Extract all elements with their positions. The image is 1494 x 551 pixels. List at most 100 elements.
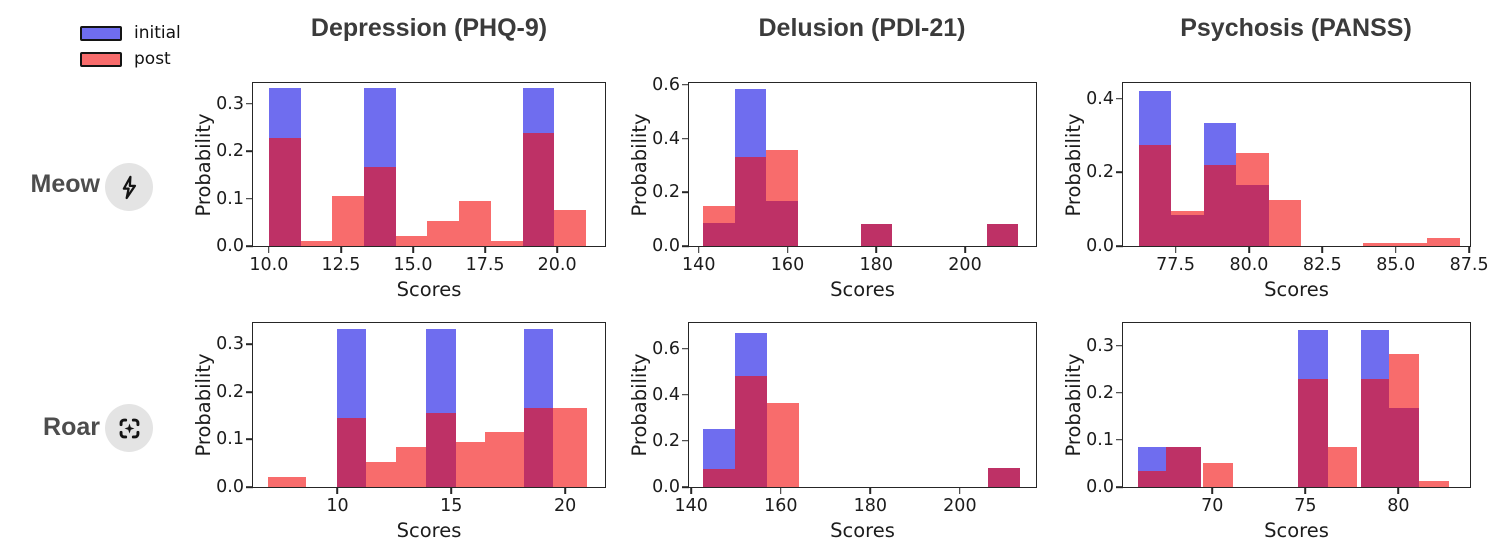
post-histogram-bar [459, 201, 491, 246]
post-histogram-bar [1137, 470, 1166, 487]
x-axis-label: Scores [1264, 278, 1329, 301]
x-tick-label: 200 [943, 496, 977, 516]
x-tick-mark [1394, 246, 1397, 253]
x-tick-mark [1174, 246, 1177, 253]
column-title-psychosis: Psychosis (PANSS) [1180, 14, 1412, 42]
y-tick-mark [246, 245, 253, 247]
y-tick-label: 0.2 [1086, 162, 1114, 183]
roar-icon-badge [105, 404, 153, 452]
plot-meow-psychosis: 77.5 80.0 82.5 85.0 87.5 0.0 0.2 0.4 Scores Proba… [1062, 82, 1489, 301]
initial-swatch [80, 25, 122, 41]
post-histogram-bar [1361, 379, 1390, 487]
x-tick-label: 140 [674, 496, 708, 516]
scan-sparkle-icon [119, 418, 139, 438]
y-tick-mark [1116, 486, 1123, 488]
post-histogram-bar [485, 432, 525, 487]
x-tick-mark [875, 246, 878, 253]
x-tick-label: 10 [326, 496, 349, 516]
plot-roar-delusion: 140 160 180 200 0.0 0.2 0.4 0.6 Scores Probabilit… [628, 322, 1037, 542]
y-tick-label: 0.0 [216, 236, 244, 256]
x-tick-mark [697, 246, 700, 253]
x-tick-label: 10.0 [249, 255, 289, 275]
post-histogram-bar [395, 446, 427, 487]
x-tick-label: 70 [1201, 496, 1224, 516]
y-tick-label: 0.2 [216, 381, 244, 402]
x-tick-mark [1304, 487, 1307, 494]
x-tick-mark [450, 487, 453, 494]
post-histogram-bar [363, 166, 396, 246]
x-tick-mark [412, 246, 414, 253]
legend: initial post [80, 20, 181, 72]
y-tick-mark [246, 150, 253, 153]
y-tick-label: 0.1 [216, 188, 244, 209]
post-histogram-bar [766, 403, 799, 487]
y-tick-label: 0.6 [652, 338, 680, 359]
post-histogram-bar [735, 375, 767, 487]
y-tick-label: 0.2 [652, 182, 680, 203]
y-tick-label: 0.4 [652, 128, 680, 149]
x-tick-label: 180 [859, 255, 893, 275]
post-histogram-bar [337, 417, 366, 487]
post-histogram-bar [554, 210, 586, 246]
x-tick-mark [964, 246, 966, 253]
y-tick-mark [1116, 391, 1123, 394]
x-tick-label: 80 [1387, 496, 1410, 516]
x-tick-label: 20.0 [537, 255, 577, 275]
x-tick-label: 160 [770, 255, 805, 275]
plot-roar-depression: 10 15 20 0.0 0.1 0.2 0.3 Scores Probability [192, 322, 606, 542]
post-histogram-bar [988, 467, 1020, 487]
x-axis-label: Scores [1264, 519, 1329, 542]
x-tick-mark [564, 487, 566, 494]
post-swatch [80, 51, 122, 67]
legend-item-initial: initial [80, 20, 181, 46]
x-tick-label: 140 [682, 255, 716, 275]
x-tick-mark [556, 246, 558, 253]
x-tick-mark [1397, 487, 1400, 494]
x-tick-mark [869, 487, 872, 494]
x-tick-label: 77.5 [1156, 255, 1196, 275]
post-histogram-bar [268, 137, 301, 246]
y-tick-label: 0.3 [216, 334, 244, 355]
y-tick-label: 0.0 [1086, 236, 1114, 256]
y-tick-label: 0.0 [216, 477, 244, 497]
y-tick-mark [1116, 98, 1123, 100]
y-tick-label: 0.6 [652, 74, 680, 95]
post-histogram-bar [1236, 152, 1269, 246]
y-tick-label: 0.4 [652, 384, 680, 405]
x-tick-label: 85.0 [1376, 255, 1416, 275]
y-tick-mark [1116, 171, 1123, 174]
y-tick-mark [246, 197, 253, 200]
post-histogram-bar [395, 236, 428, 246]
x-axis-label: Scores [396, 278, 462, 301]
post-histogram-bar [524, 407, 553, 487]
legend-label: post [134, 49, 171, 69]
y-tick-mark [682, 393, 689, 396]
x-tick-mark [1468, 246, 1470, 253]
x-tick-label: 80.0 [1229, 255, 1269, 275]
post-histogram-bar [426, 412, 456, 487]
post-histogram-bar [1203, 462, 1233, 487]
post-histogram-bar [703, 468, 736, 487]
plot-roar-psychosis: 70 75 80 0.0 0.1 0.2 0.3 Scores Probability [1062, 322, 1471, 542]
y-tick-mark [682, 137, 689, 140]
post-histogram-bar [268, 477, 306, 487]
post-histogram-bar [703, 206, 735, 246]
x-axis-label: Scores [830, 278, 895, 301]
post-histogram-bar [552, 407, 587, 487]
y-axis-label: Probability [192, 112, 215, 217]
y-tick-mark [1116, 344, 1123, 347]
post-histogram-bar [766, 149, 798, 246]
y-tick-label: 0.0 [652, 236, 680, 256]
y-tick-mark [682, 440, 689, 442]
y-tick-label: 0.1 [1086, 429, 1114, 450]
post-histogram-bar [986, 223, 1019, 246]
legend-label: initial [134, 23, 181, 43]
post-histogram-bar [1203, 165, 1236, 246]
x-tick-label: 82.5 [1302, 255, 1342, 275]
post-histogram-bar [427, 221, 460, 246]
x-tick-mark [690, 487, 693, 494]
post-histogram-bar [1362, 243, 1428, 246]
x-tick-mark [786, 246, 789, 253]
y-tick-mark [682, 347, 689, 350]
